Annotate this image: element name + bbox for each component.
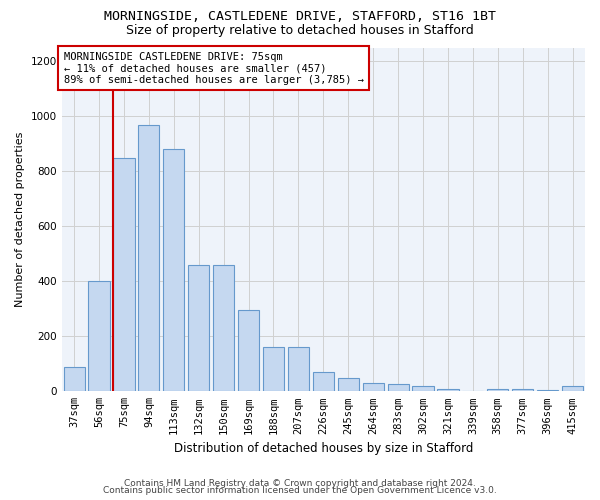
Text: MORNINGSIDE CASTLEDENE DRIVE: 75sqm
← 11% of detached houses are smaller (457)
8: MORNINGSIDE CASTLEDENE DRIVE: 75sqm ← 11… — [64, 52, 364, 85]
Bar — [388, 384, 409, 392]
Bar — [437, 388, 458, 392]
Bar — [487, 388, 508, 392]
Bar — [238, 310, 259, 392]
Bar — [113, 158, 134, 392]
Bar — [263, 346, 284, 392]
Text: Contains public sector information licensed under the Open Government Licence v3: Contains public sector information licen… — [103, 486, 497, 495]
Text: Contains HM Land Registry data © Crown copyright and database right 2024.: Contains HM Land Registry data © Crown c… — [124, 478, 476, 488]
Bar — [338, 378, 359, 392]
Bar — [512, 388, 533, 392]
Bar — [537, 390, 558, 392]
Bar — [362, 382, 384, 392]
Bar — [288, 346, 309, 392]
Bar — [138, 124, 160, 392]
Text: Size of property relative to detached houses in Stafford: Size of property relative to detached ho… — [126, 24, 474, 37]
Bar — [188, 265, 209, 392]
Bar — [412, 386, 434, 392]
Bar — [88, 282, 110, 392]
Bar — [313, 372, 334, 392]
Bar — [163, 150, 184, 392]
Bar — [562, 386, 583, 392]
Bar — [213, 265, 234, 392]
X-axis label: Distribution of detached houses by size in Stafford: Distribution of detached houses by size … — [173, 442, 473, 455]
Bar — [64, 366, 85, 392]
Y-axis label: Number of detached properties: Number of detached properties — [15, 132, 25, 307]
Text: MORNINGSIDE, CASTLEDENE DRIVE, STAFFORD, ST16 1BT: MORNINGSIDE, CASTLEDENE DRIVE, STAFFORD,… — [104, 10, 496, 23]
